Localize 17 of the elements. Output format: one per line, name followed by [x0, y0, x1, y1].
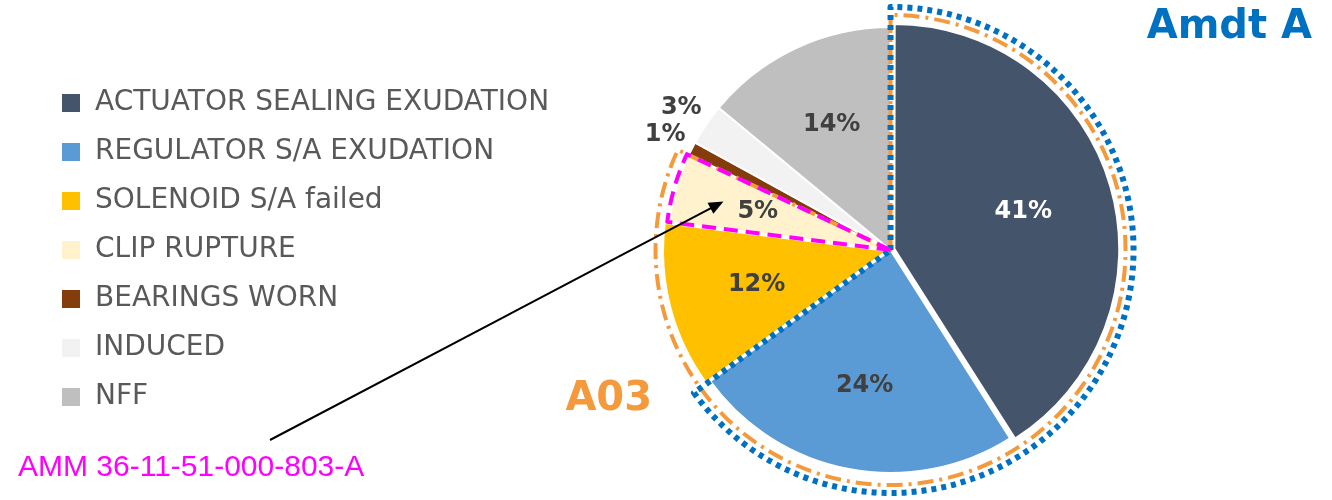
legend-label: INDUCED [95, 329, 226, 363]
text: A03 [565, 373, 652, 419]
data-label: 12% [727, 268, 786, 297]
data-label: 24% [835, 370, 894, 399]
legend-label: CLIP RUPTURE [95, 231, 296, 265]
data-label: 5% [737, 195, 779, 224]
text: AMM 36-11-51-000-803-A [18, 449, 365, 482]
data-label: 1% [644, 119, 686, 148]
data-label: 41% [994, 195, 1053, 224]
data-label: 14% [802, 109, 861, 138]
legend-label: NFF [95, 378, 149, 412]
data-label: 3% [660, 92, 702, 121]
legend-label: ACTUATOR SEALING EXUDATION [95, 84, 550, 118]
legend-label: SOLENOID S/A failed [95, 182, 383, 216]
legend-label: BEARINGS WORN [95, 280, 339, 314]
text: Amdt A [1146, 1, 1313, 47]
legend-label: REGULATOR S/A EXUDATION [95, 133, 495, 167]
